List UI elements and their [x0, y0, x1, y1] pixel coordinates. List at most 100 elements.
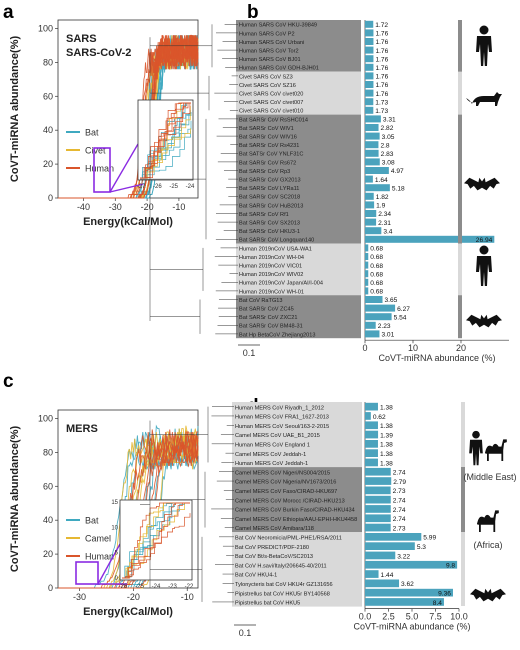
bar-value-label: 3.05 — [382, 134, 395, 141]
camel-silhouette-icon — [484, 439, 507, 461]
inset-x-tick-label: -24 — [152, 584, 161, 590]
bar — [365, 278, 369, 286]
bar — [365, 38, 374, 45]
bar-value-label: 1.38 — [380, 423, 393, 430]
x-tick-label: 7.5 — [429, 612, 442, 622]
bar — [365, 296, 383, 303]
bar — [365, 495, 391, 504]
bar-value-label: 0.68 — [370, 263, 383, 270]
clade-shading — [232, 532, 362, 607]
series-line-human — [58, 42, 199, 199]
bar-value-label: 3.65 — [385, 297, 398, 304]
leaf-label: Human SARS CoV Tor2 — [239, 49, 299, 55]
bar — [365, 523, 391, 532]
clade-shading — [236, 71, 361, 115]
bar — [365, 192, 374, 200]
leaf-label: Camel MERS CoV UAE_B1_2015 — [235, 433, 320, 439]
bar — [365, 458, 378, 467]
bar-value-label: 2.73 — [393, 488, 406, 495]
human-head — [479, 25, 489, 35]
bar-value-label: 1.39 — [380, 432, 393, 439]
inset-x-tick-label: -27 — [137, 184, 146, 190]
host-strip — [461, 467, 465, 532]
region-label: (Middle East) — [463, 472, 516, 482]
civet-shape — [466, 92, 502, 106]
bar-value-label: 2.83 — [381, 151, 394, 158]
bar-value-label: 2.23 — [378, 323, 391, 330]
host-strip — [458, 114, 462, 244]
x-tick-label: -20 — [141, 202, 154, 212]
inset-line — [122, 502, 190, 579]
bar-value-label: 5.54 — [394, 314, 407, 321]
bar — [365, 514, 391, 523]
bar-value-label: 0.68 — [370, 271, 383, 278]
bar-value-label: 26.94 — [476, 237, 493, 244]
inset-x-tick-label: -26 — [119, 584, 128, 590]
bar — [365, 412, 371, 420]
leaf-label: Bat SATSr CoV YNLF31C — [239, 152, 303, 158]
panel-title: SARS — [66, 33, 97, 45]
bar-value-label: 1.76 — [375, 39, 388, 46]
bar — [365, 132, 380, 140]
leaf-label: Human MERS CoV Seoul/163-2-2015 — [235, 424, 329, 430]
leaf-label: Bat SARSr CoV Rs4231 — [239, 143, 299, 149]
curve-group — [58, 34, 199, 199]
bar-value-label: 0.68 — [370, 289, 383, 296]
host-strip — [458, 243, 462, 296]
x-tick-label: 5.0 — [406, 612, 419, 622]
leaf-label: Human 2019nCoV Japan/AI/I-004 — [239, 281, 323, 287]
bar-value-label: 0.68 — [370, 254, 383, 261]
inset-x-tick-label: -26 — [153, 184, 162, 190]
y-tick-label: 0 — [48, 583, 53, 593]
inset-line — [122, 502, 190, 579]
leaf-label: Bat SARSr CoV WIV16 — [239, 135, 297, 141]
panel-b: b 0.1 Human SARS CoV HKU-39849 Human SARS C… — [140, 2, 509, 363]
camel-silhouette-icon — [476, 510, 499, 532]
x-axis-label: Energy(kCal/Mol) — [83, 216, 173, 228]
leaf-label: Human MERS CoV Jeddah-1 — [235, 461, 308, 467]
leaf-label: Bat SARSr CoV Rp3 — [239, 169, 290, 175]
inset-line — [140, 102, 191, 179]
phylo-tree — [140, 24, 238, 335]
y-axis-label: CoVT-miRNA abundance(%) — [9, 36, 21, 183]
leaf-label: Human 2019nCoV VIC01 — [239, 264, 302, 270]
camel-shape — [476, 510, 499, 532]
bar — [365, 98, 374, 106]
bar — [365, 124, 379, 131]
bar — [365, 402, 378, 411]
bar — [365, 551, 396, 560]
inset-y-tick-label: 15 — [111, 500, 118, 506]
bar-value-label: 2.74 — [393, 497, 406, 504]
y-tick-label: 20 — [43, 549, 53, 559]
human-body — [476, 36, 492, 66]
bar — [365, 579, 400, 588]
inset-x-tick-label: -25 — [135, 584, 144, 590]
human-body — [469, 439, 483, 466]
y-tick-label: 80 — [43, 57, 53, 67]
inset-line — [140, 130, 191, 179]
bar-value-label: 5.3 — [417, 544, 426, 551]
bar — [365, 184, 390, 192]
bar-value-label: 2.73 — [393, 525, 406, 532]
x-axis-label: CoVT-miRNA abundance (%) — [378, 353, 495, 363]
inset-x-tick-label: -25 — [169, 184, 178, 190]
leaf-label: Civet SARS CoV SZ3 — [239, 74, 293, 80]
panel-a: a -40 -30 -20 -10 0 20 40 60 80 100 Energy(kCal/Mol… — [3, 2, 199, 228]
bar-value-label: 9.36 — [438, 590, 451, 597]
inset-line — [140, 102, 191, 179]
leaf-label: Bat SARSr CoV SX2013 — [239, 221, 300, 227]
leaf-label: Camel MERS CoV Morocc /CIRAD-HKU213 — [235, 498, 345, 504]
leaf-label: Camel MERS CoV Nigeria/NV1673/2016 — [235, 480, 336, 486]
x-tick-label: -10 — [181, 592, 194, 602]
leaf-label: Bat CoV Bt/s-BetaCoV/SC2013 — [235, 554, 313, 560]
human-silhouette-icon — [469, 430, 483, 466]
bar-value-label: 1.76 — [375, 82, 388, 89]
leaf-label: Bat SARSr CoV GX2013 — [239, 178, 301, 184]
zoom-highlight-box — [93, 147, 111, 193]
leaf-label: Camel MERS CoV Burkin Faso/CIRAD-HKU434 — [235, 508, 355, 514]
bar — [365, 115, 381, 123]
bat-silhouette-icon — [466, 314, 502, 328]
legend-label: Human — [85, 552, 114, 562]
bar-value-label: 1.76 — [375, 56, 388, 63]
leaf-label: Human MERS CoV Riyadh_1_2012 — [235, 405, 324, 411]
